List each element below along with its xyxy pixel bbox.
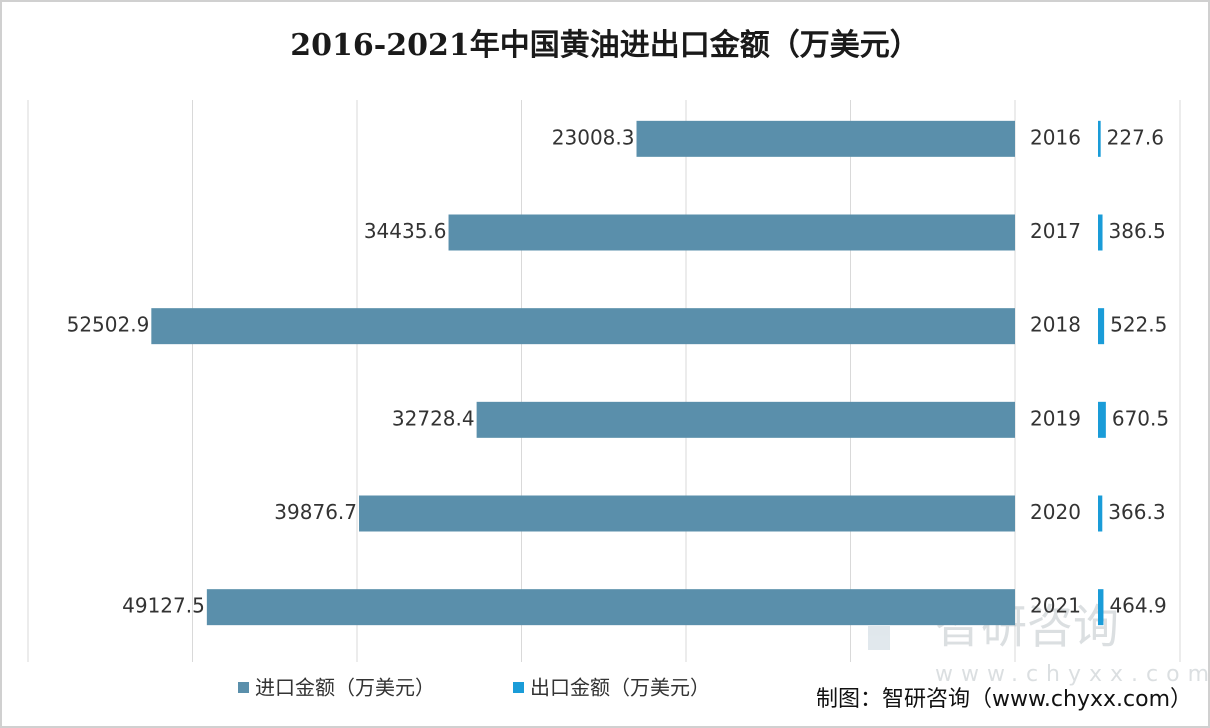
legend-swatch [238, 682, 249, 693]
import-bar [636, 120, 1015, 157]
import-bar [151, 308, 1016, 345]
category-label: 2017 [1030, 219, 1081, 243]
export-bar [1098, 120, 1101, 157]
category-label: 2020 [1030, 500, 1081, 524]
legend-swatch [513, 682, 524, 693]
export-bar [1098, 308, 1105, 345]
category-label: 2018 [1030, 313, 1081, 337]
watermark-icon [868, 626, 890, 650]
import-bar [206, 589, 1015, 626]
data-label: 366.3 [1108, 500, 1165, 524]
data-label: 522.5 [1110, 313, 1167, 337]
legend-label: 出口金额（万美元） [530, 676, 710, 700]
chart-title: 2016-2021年中国黄油进出口金额（万美元） [290, 28, 919, 63]
export-bar [1098, 589, 1104, 626]
data-label: 386.5 [1109, 219, 1166, 243]
watermark-text: www.chyxx.com [935, 662, 1210, 687]
source: 制图：智研咨询（www.chyxx.com） [816, 687, 1192, 712]
export-bar [1098, 495, 1103, 532]
category-label: 2016 [1030, 125, 1081, 149]
export-bar [1098, 401, 1106, 438]
category-label: 2021 [1030, 594, 1081, 618]
data-label: 39876.7 [274, 500, 357, 524]
data-label: 464.9 [1109, 594, 1166, 618]
data-label: 32728.4 [392, 406, 475, 430]
data-label: 670.5 [1112, 406, 1169, 430]
import-bar [448, 214, 1015, 251]
export-bar [1098, 214, 1103, 251]
data-label: 52502.9 [67, 313, 150, 337]
data-label: 23008.3 [552, 125, 635, 149]
legend-label: 进口金额（万美元） [255, 676, 435, 700]
import-bar [359, 495, 1015, 532]
data-label: 49127.5 [122, 594, 205, 618]
category-label: 2019 [1030, 406, 1081, 430]
import-bar [476, 401, 1016, 438]
data-label: 34435.6 [364, 219, 447, 243]
data-label: 227.6 [1107, 125, 1164, 149]
